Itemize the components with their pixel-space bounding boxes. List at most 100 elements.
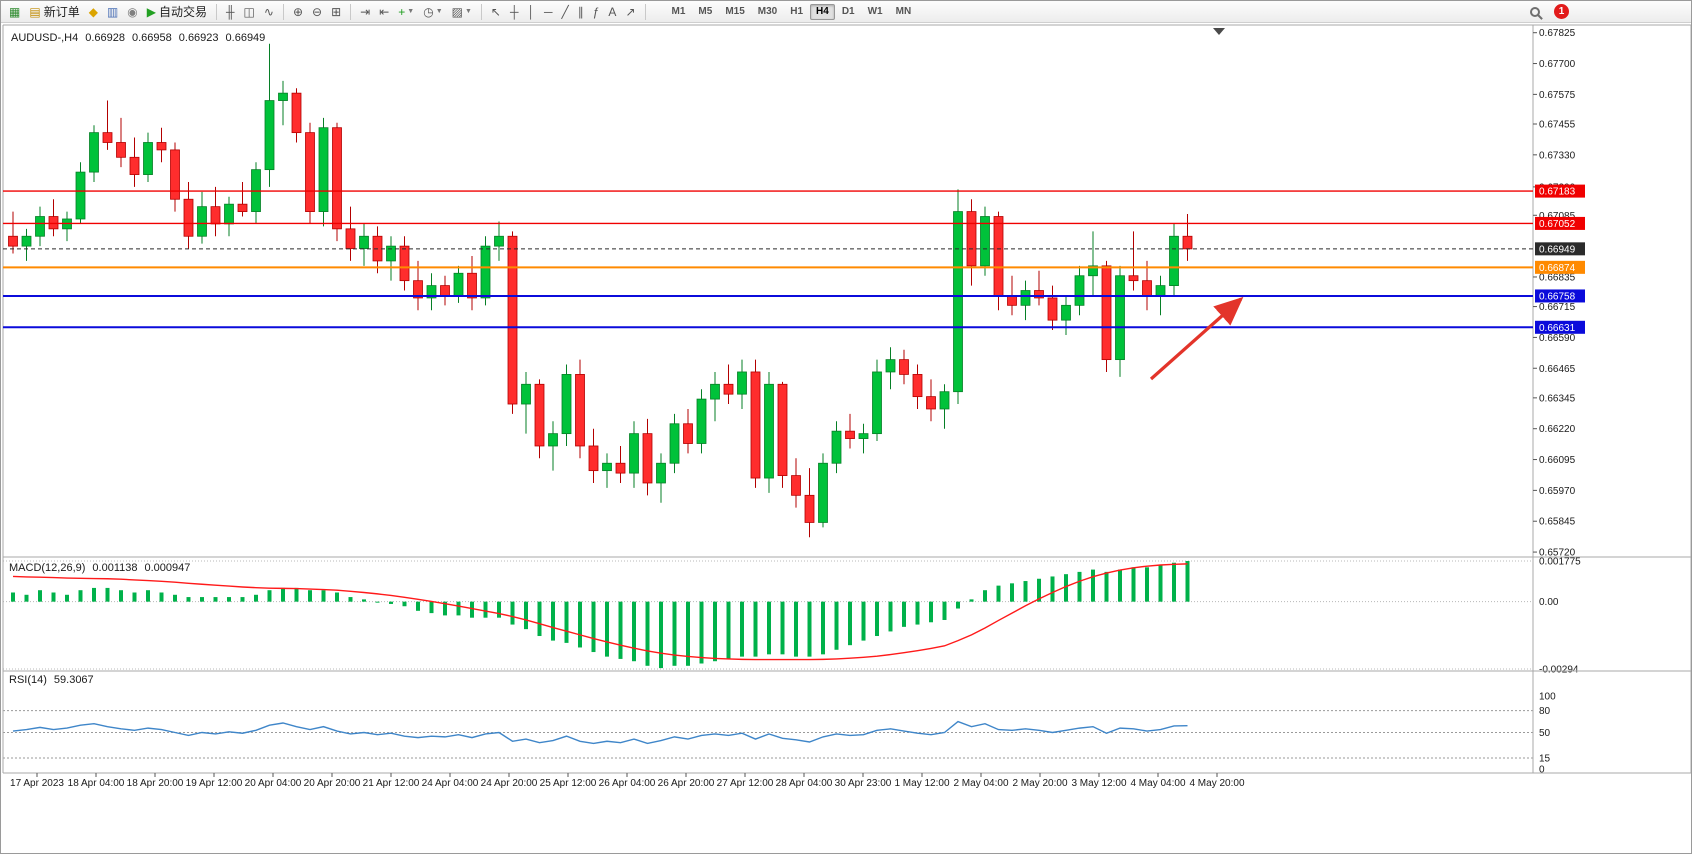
candle-body bbox=[318, 127, 329, 212]
macd-histogram-bar bbox=[1131, 567, 1136, 602]
search-button[interactable] bbox=[1526, 3, 1544, 21]
time-axis-label[interactable]: 20 Apr 20:00 bbox=[304, 778, 361, 789]
zoom-in-button[interactable]: ⊕ bbox=[289, 3, 307, 21]
candle-body bbox=[1034, 290, 1044, 299]
timeframe-h1-button[interactable]: H1 bbox=[790, 6, 804, 17]
price-axis-label: 0.66715 bbox=[1539, 302, 1576, 313]
macd-histogram-bar bbox=[389, 601, 393, 604]
notification-badge[interactable]: 1 bbox=[1554, 4, 1569, 19]
zoom-out-button[interactable]: ⊖ bbox=[308, 3, 326, 21]
timeframe-m1-button[interactable]: M1 bbox=[671, 6, 686, 17]
macd-histogram-bar bbox=[119, 590, 123, 602]
fibonacci-button[interactable]: ƒ bbox=[589, 3, 604, 21]
rsi-axis-label: 0 bbox=[1539, 765, 1545, 776]
candle-body bbox=[237, 203, 248, 212]
candle bbox=[332, 122, 342, 242]
chart-canvas[interactable]: 0.001775 0.00 -0.00294 100 80 50 150 0.67825 0.6… bbox=[1, 23, 1692, 854]
time-axis-label[interactable]: 1 May 12:00 bbox=[894, 778, 949, 789]
timeframe-h4-button[interactable]: H4 bbox=[810, 3, 835, 20]
indicators-button[interactable]: + ▼ bbox=[394, 3, 418, 21]
time-axis-label[interactable]: 27 Apr 12:00 bbox=[717, 778, 774, 789]
periods-button[interactable]: ◷ ▼ bbox=[419, 3, 446, 21]
horizontal-line-button[interactable]: ─ bbox=[540, 3, 557, 21]
tile-windows-button[interactable]: ⊞ bbox=[327, 3, 345, 21]
time-axis-label[interactable]: 26 Apr 04:00 bbox=[599, 778, 656, 789]
new-order-button[interactable]: ▤ 新订单 bbox=[25, 3, 83, 21]
candle-body bbox=[993, 216, 1004, 296]
candle-body bbox=[656, 462, 666, 484]
channel-button[interactable]: ∥ bbox=[574, 3, 588, 21]
time-axis-label[interactable]: 25 Apr 12:00 bbox=[540, 778, 597, 789]
candle-body bbox=[804, 494, 815, 523]
cursor-button[interactable]: ↖ bbox=[487, 3, 505, 21]
macd-histogram-bar bbox=[1118, 569, 1122, 602]
rsi-label: RSI(14) 59.3067 bbox=[9, 674, 94, 686]
pivot-line-price-label: 0.66874 bbox=[1539, 263, 1576, 274]
templates-button[interactable]: ▨ ▼ bbox=[448, 3, 476, 21]
bar-chart-type-button[interactable]: ╫ bbox=[222, 3, 239, 21]
candle-body bbox=[588, 445, 599, 472]
trendline-button[interactable]: ╱ bbox=[558, 3, 573, 21]
time-axis-label[interactable]: 18 Apr 04:00 bbox=[68, 778, 125, 789]
time-axis-label[interactable]: 4 May 04:00 bbox=[1130, 778, 1185, 789]
timeframe-m5-button[interactable]: M5 bbox=[698, 6, 713, 17]
time-axis-label[interactable]: 20 Apr 04:00 bbox=[245, 778, 302, 789]
timeframe-w1-button[interactable]: W1 bbox=[867, 6, 883, 17]
price-axis-label: 0.66220 bbox=[1539, 424, 1576, 435]
candle-body bbox=[953, 211, 963, 393]
candle bbox=[777, 381, 788, 488]
app-icon-icon: ▦ bbox=[9, 4, 21, 19]
macd-histogram-bar bbox=[1077, 571, 1082, 602]
crosshair-button[interactable]: ┼ bbox=[506, 3, 523, 21]
candle bbox=[980, 206, 990, 276]
chart-shift-marker[interactable] bbox=[1213, 28, 1225, 35]
timeframe-m15-button[interactable]: M15 bbox=[725, 6, 745, 17]
time-axis-label[interactable]: 28 Apr 04:00 bbox=[776, 778, 833, 789]
macd-histogram-bar bbox=[767, 601, 771, 655]
time-axis-label[interactable]: 19 Apr 12:00 bbox=[186, 778, 243, 789]
time-axis-label[interactable]: 4 May 20:00 bbox=[1189, 778, 1244, 789]
candle-body bbox=[1128, 275, 1139, 282]
timeframe-m30-button[interactable]: M30 bbox=[757, 6, 778, 17]
autotrading-button[interactable]: ▶ 自动交易 bbox=[143, 3, 211, 21]
arrows-button[interactable]: ↗ bbox=[621, 3, 639, 21]
text-button[interactable]: A bbox=[604, 3, 620, 21]
vertical-line-button[interactable]: │ bbox=[523, 3, 539, 21]
macd-histogram-bar bbox=[1172, 562, 1176, 602]
time-axis-label[interactable]: 2 May 20:00 bbox=[1012, 778, 1067, 789]
time-axis-label[interactable]: 26 Apr 20:00 bbox=[658, 778, 715, 789]
community-button[interactable]: ◉ bbox=[123, 3, 141, 21]
timeframe-mn-button[interactable]: MN bbox=[895, 6, 912, 17]
alerts-button[interactable]: ◆ bbox=[85, 3, 102, 21]
time-axis-label[interactable]: 3 May 12:00 bbox=[1071, 778, 1126, 789]
rsi-axis-label: 50 bbox=[1539, 728, 1551, 739]
chart-shift-button[interactable]: ⇤ bbox=[375, 3, 393, 21]
candle-body bbox=[264, 100, 275, 171]
time-axis-label[interactable]: 24 Apr 20:00 bbox=[481, 778, 538, 789]
line-chart-type-button[interactable]: ∿ bbox=[260, 3, 278, 21]
time-axis-label[interactable]: 2 May 04:00 bbox=[953, 778, 1008, 789]
candle-body bbox=[710, 383, 720, 400]
macd-histogram-bar bbox=[308, 590, 312, 602]
time-axis-label[interactable]: 17 Apr 2023 bbox=[10, 778, 64, 789]
candle bbox=[399, 236, 410, 291]
time-axis-label[interactable]: 21 Apr 12:00 bbox=[363, 778, 420, 789]
candle bbox=[62, 211, 72, 242]
trend-arrow[interactable] bbox=[1149, 296, 1244, 381]
time-axis-label[interactable]: 30 Apr 23:00 bbox=[835, 778, 892, 789]
auto-scroll-button[interactable]: ⇥ bbox=[356, 3, 374, 21]
macd-histogram-bar bbox=[200, 597, 204, 602]
candlestick-chart-type-button[interactable]: ◫ bbox=[240, 3, 259, 21]
candle-body bbox=[764, 383, 774, 479]
candle bbox=[426, 273, 437, 311]
timeframe-d1-button[interactable]: D1 bbox=[841, 6, 855, 17]
price-axis-label: 0.65845 bbox=[1539, 517, 1576, 528]
candle bbox=[858, 423, 869, 454]
trendline-icon: ╱ bbox=[561, 4, 569, 19]
profiles-button[interactable]: ▥ bbox=[103, 3, 122, 21]
rsi-title: RSI(14) bbox=[9, 674, 47, 686]
time-axis-label[interactable]: 18 Apr 20:00 bbox=[127, 778, 184, 789]
candle-body bbox=[102, 132, 113, 143]
community-icon: ◉ bbox=[127, 4, 138, 19]
time-axis-label[interactable]: 24 Apr 04:00 bbox=[422, 778, 479, 789]
